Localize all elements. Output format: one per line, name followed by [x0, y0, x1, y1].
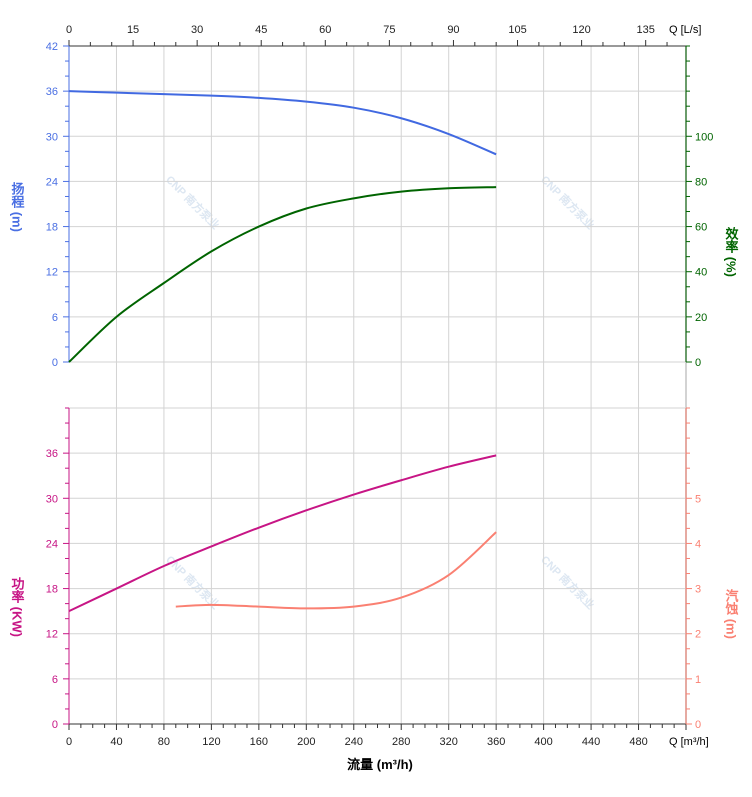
- eff-tick-label: 40: [695, 267, 707, 279]
- watermark-logo: CNP 南方泵业: [163, 552, 222, 611]
- x-tick-label: 360: [487, 736, 505, 748]
- eff-tick-label: 0: [695, 357, 701, 369]
- npsh-tick-label: 3: [695, 584, 701, 596]
- head-tick-label: 36: [46, 86, 58, 98]
- x-tick-label: 320: [440, 736, 458, 748]
- eff-tick-label: 100: [695, 131, 713, 143]
- npsh-axis-title: 汽蚀 (m): [724, 589, 740, 639]
- x-tick-label: 80: [158, 736, 170, 748]
- npsh-tick-label: 1: [695, 674, 701, 686]
- eff-tick-label: 80: [695, 176, 707, 188]
- x2-tick-label: 15: [127, 24, 139, 36]
- x-tick-label: 40: [110, 736, 122, 748]
- x2-tick-label: 135: [636, 24, 654, 36]
- eff-tick-label: 20: [695, 312, 707, 324]
- head-tick-label: 0: [52, 357, 58, 369]
- eff-axis-title: 效率 (%): [724, 227, 739, 277]
- x2-tick-label: 105: [508, 24, 526, 36]
- npsh-tick-label: 5: [695, 493, 701, 505]
- x-axis-title: 流量 (m³/h): [347, 757, 413, 772]
- x2-tick-label: 90: [447, 24, 459, 36]
- x-tick-label: 480: [629, 736, 647, 748]
- eff-curve: [68, 186, 497, 363]
- head-tick-label: 12: [46, 267, 58, 279]
- x2-tick-label: 30: [191, 24, 203, 36]
- head-tick-label: 6: [52, 312, 58, 324]
- power-tick-label: 12: [46, 629, 58, 641]
- npsh-tick-label: 4: [695, 538, 701, 550]
- power-axis-title: 功率 (KW): [10, 577, 25, 637]
- x2-tick-label: 60: [319, 24, 331, 36]
- x-tick-label: 400: [534, 736, 552, 748]
- x-tick-label: 0: [66, 736, 72, 748]
- power-curve: [68, 454, 497, 613]
- head-tick-label: 24: [46, 176, 58, 188]
- x2-tick-label: 75: [383, 24, 395, 36]
- x2-tick-label: 45: [255, 24, 267, 36]
- x2-tick-label: 120: [572, 24, 590, 36]
- power-tick-label: 24: [46, 538, 58, 550]
- power-tick-label: 18: [46, 584, 58, 596]
- power-tick-label: 6: [52, 674, 58, 686]
- head-axis-title: 扬程 (m): [10, 182, 25, 232]
- npsh-curve: [175, 531, 497, 610]
- x-tick-label: 160: [250, 736, 268, 748]
- x-tick-label: 120: [202, 736, 220, 748]
- head-tick-label: 42: [46, 41, 58, 53]
- x-tick-label: 200: [297, 736, 315, 748]
- watermark-logo: CNP 南方泵业: [538, 552, 597, 611]
- x2-tick-label: 0: [66, 24, 72, 36]
- x-tick-label: 280: [392, 736, 410, 748]
- power-tick-label: 30: [46, 493, 58, 505]
- head-tick-label: 18: [46, 222, 58, 234]
- power-tick-label: 36: [46, 448, 58, 460]
- x2-axis-unit: Q [L/s]: [669, 24, 701, 36]
- npsh-tick-label: 0: [695, 719, 701, 731]
- x-tick-label: 440: [582, 736, 600, 748]
- head-curve: [68, 90, 497, 156]
- x-axis-unit: Q [m³/h]: [669, 736, 709, 748]
- power-tick-label: 0: [52, 719, 58, 731]
- head-tick-label: 30: [46, 131, 58, 143]
- eff-tick-label: 60: [695, 222, 707, 234]
- x-tick-label: 240: [345, 736, 363, 748]
- npsh-tick-label: 2: [695, 629, 701, 641]
